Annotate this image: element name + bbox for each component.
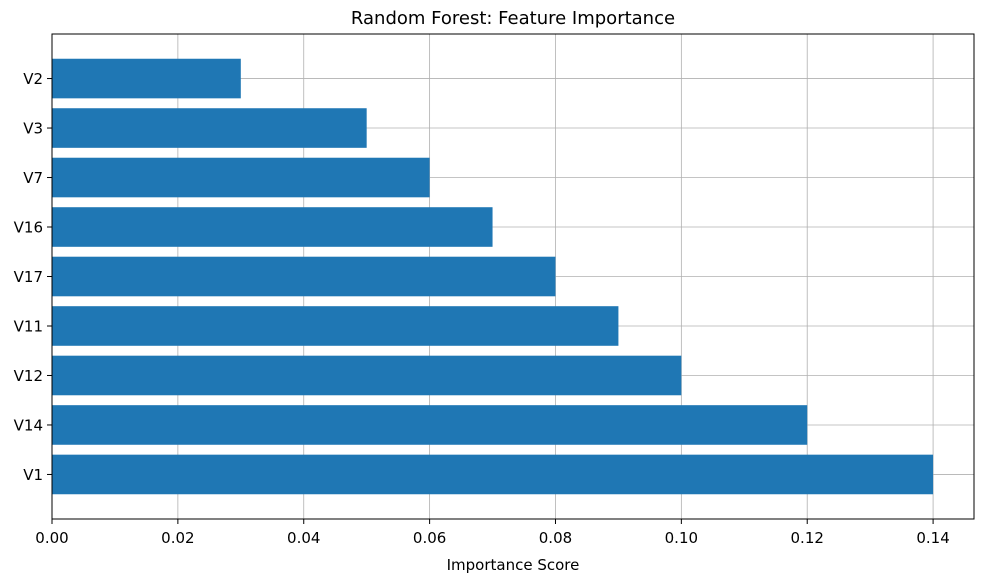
x-tick-label: 0.02 bbox=[161, 529, 194, 547]
x-tick-label: 0.12 bbox=[791, 529, 824, 547]
x-tick-label: 0.14 bbox=[916, 529, 949, 547]
x-tick-label: 0.08 bbox=[539, 529, 572, 547]
x-tick-label: 0.00 bbox=[35, 529, 68, 547]
x-tick-label: 0.10 bbox=[665, 529, 698, 547]
bar-v11 bbox=[52, 306, 619, 346]
x-tick-label: 0.06 bbox=[413, 529, 446, 547]
y-tick-label: V2 bbox=[23, 70, 43, 88]
y-tick-label: V17 bbox=[14, 268, 43, 286]
y-tick-labels: V1 V14 V12 V11 V17 V16 V7 V3 V2 bbox=[14, 70, 43, 484]
bar-v12 bbox=[52, 355, 682, 396]
bar-v3 bbox=[52, 108, 367, 148]
y-tick-label: V1 bbox=[23, 466, 43, 484]
bar-v17 bbox=[52, 256, 556, 297]
y-tick-label: V3 bbox=[23, 120, 43, 138]
y-tick-label: V16 bbox=[14, 219, 43, 237]
axes bbox=[47, 33, 975, 524]
bar-v14 bbox=[52, 405, 808, 445]
y-tick-label: V12 bbox=[14, 367, 43, 385]
y-tick-label: V7 bbox=[23, 169, 43, 187]
bar-v7 bbox=[52, 157, 430, 198]
chart-title: Random Forest: Feature Importance bbox=[351, 8, 675, 29]
bar-v2 bbox=[52, 58, 241, 99]
bars bbox=[52, 58, 934, 495]
y-tick-label: V14 bbox=[14, 416, 43, 434]
bar-v16 bbox=[52, 207, 493, 247]
x-tick-label: 0.04 bbox=[287, 529, 320, 547]
y-tick-label: V11 bbox=[14, 317, 43, 335]
x-axis-label: Importance Score bbox=[447, 556, 580, 574]
bar-v1 bbox=[52, 454, 934, 495]
x-tick-labels: 0.00 0.02 0.04 0.06 0.08 0.10 0.12 0.14 bbox=[35, 529, 949, 547]
